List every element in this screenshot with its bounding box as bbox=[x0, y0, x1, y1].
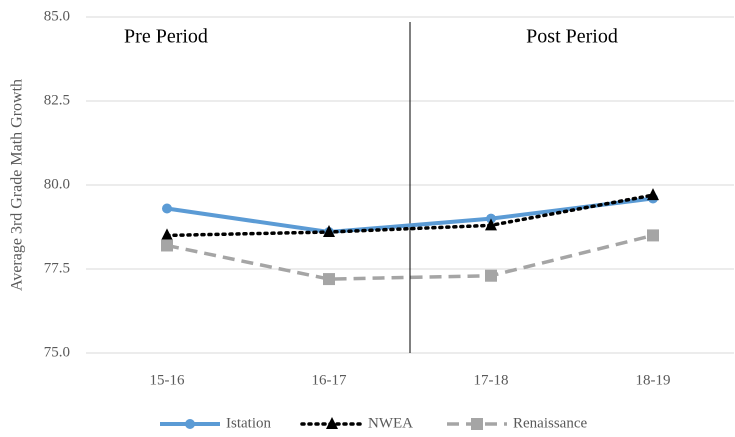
data-point bbox=[323, 273, 335, 286]
data-point bbox=[323, 225, 335, 238]
data-point bbox=[161, 239, 173, 252]
x-tick-label: 17-18 bbox=[474, 372, 509, 388]
y-tick-label: 85.0 bbox=[44, 8, 70, 24]
y-tick-label: 77.5 bbox=[44, 260, 70, 276]
series-line bbox=[165, 193, 655, 238]
x-tick-label: 16-17 bbox=[312, 372, 347, 388]
data-point bbox=[162, 203, 172, 214]
x-tick-label: 18-19 bbox=[636, 372, 671, 388]
legend-marker bbox=[185, 419, 195, 429]
legend-marker bbox=[326, 417, 338, 429]
data-point bbox=[647, 229, 659, 242]
x-tick-label: 15-16 bbox=[150, 372, 185, 388]
y-tick-label: 80.0 bbox=[44, 176, 70, 192]
y-tick-label: 75.0 bbox=[44, 344, 70, 360]
data-point bbox=[647, 188, 659, 201]
annotation: Post Period bbox=[526, 26, 618, 48]
annotation: Pre Period bbox=[124, 26, 208, 48]
series-line bbox=[166, 233, 654, 281]
data-point bbox=[161, 228, 173, 241]
legend-label: Istation bbox=[226, 415, 271, 431]
legend-label: NWEA bbox=[368, 415, 413, 431]
y-tick-label: 82.5 bbox=[44, 92, 70, 108]
legend-marker bbox=[471, 418, 483, 430]
data-point bbox=[485, 218, 497, 231]
legend-label: Renaissance bbox=[513, 415, 587, 431]
y-axis-label: Average 3rd Grade Math Growth bbox=[9, 79, 26, 291]
data-point bbox=[485, 269, 497, 282]
